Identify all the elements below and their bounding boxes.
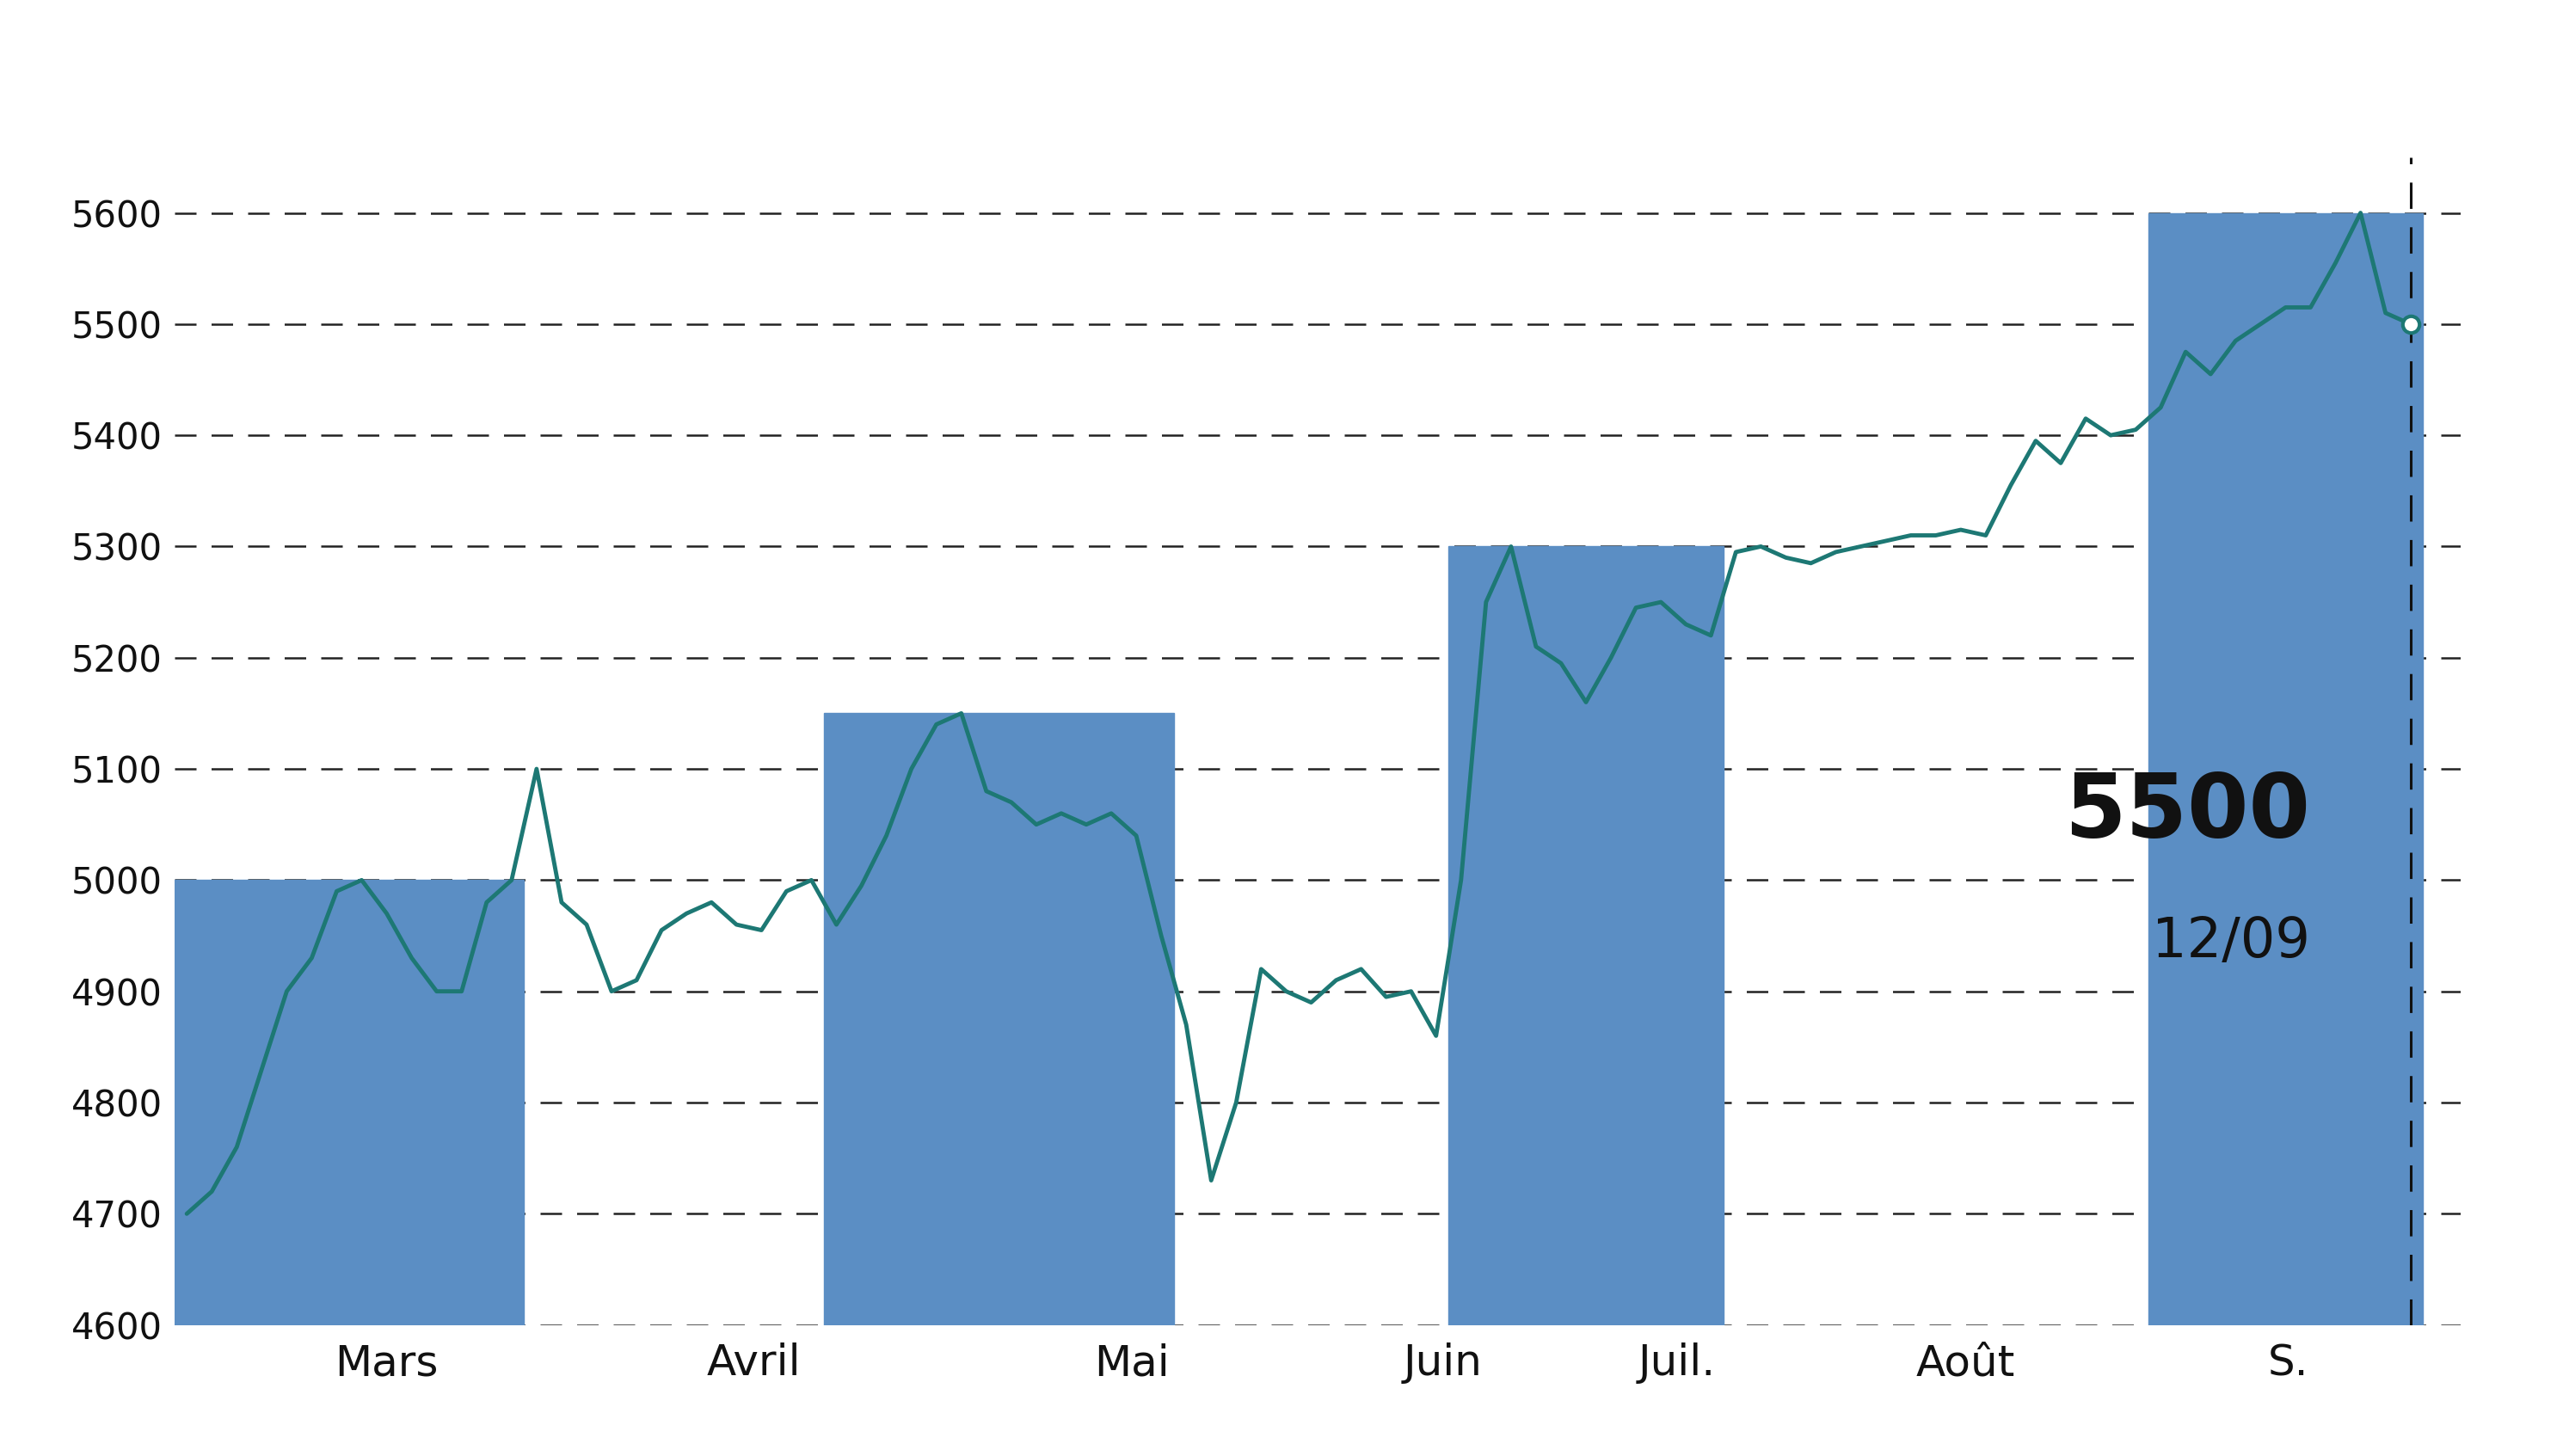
Bar (823, 713, 1174, 1325)
Bar (174, 879, 523, 1325)
Text: 12/09: 12/09 (2153, 914, 2312, 968)
Bar (1448, 546, 1722, 1325)
Text: 5500: 5500 (2066, 770, 2312, 856)
Text: ARTOIS NOM.: ARTOIS NOM. (853, 23, 1710, 134)
Bar (2148, 213, 2422, 1325)
